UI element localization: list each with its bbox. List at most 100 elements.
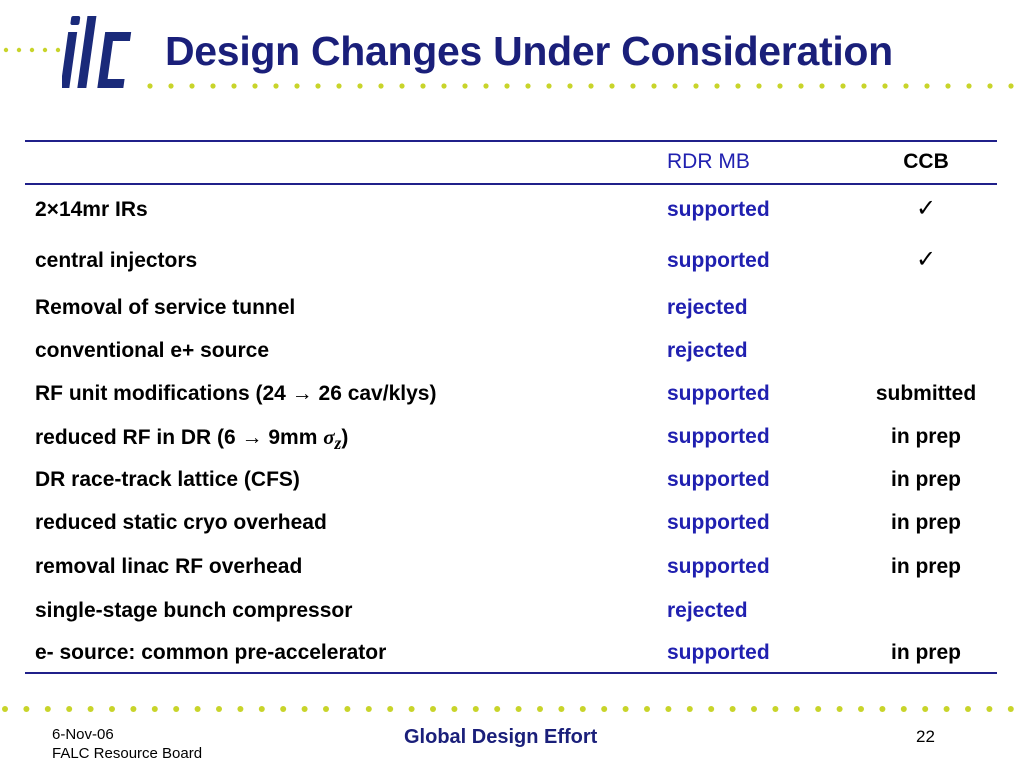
decorative-dot: [387, 706, 394, 712]
col-header-rdr-mb: RDR MB: [667, 150, 750, 173]
decorative-dot: [686, 706, 693, 712]
sigma-subscript: z: [334, 433, 342, 454]
decorative-dot: [315, 83, 321, 89]
table-top-rule: [25, 140, 997, 142]
decorative-dot: [483, 83, 489, 89]
decorative-dot: [109, 706, 115, 712]
decorative-dot: [879, 706, 886, 712]
decorative-dot: [714, 83, 720, 89]
change-cell: 2×14mr IRs: [35, 198, 148, 221]
decorative-dot: [231, 83, 237, 89]
decorative-dot: [798, 83, 804, 89]
change-cell: reduced static cryo overhead: [35, 511, 327, 534]
decorative-dot: [987, 83, 993, 89]
decorative-dot: [420, 83, 426, 89]
col-header-ccb: CCB: [903, 150, 949, 173]
decorative-dot: [900, 706, 907, 712]
change-cell: removal linac RF overhead: [35, 555, 303, 578]
decorative-dot: [579, 706, 586, 712]
decorative-dot: [472, 706, 479, 712]
decorative-dot: [665, 706, 672, 712]
decorative-dot: [819, 83, 825, 89]
footer-date: 6-Nov-06: [52, 726, 114, 743]
decorative-dot: [2, 706, 8, 712]
decorative-dot: [323, 706, 329, 712]
decorative-dot: [986, 706, 993, 712]
table-bottom-rule: [25, 672, 997, 674]
decorative-dot: [87, 706, 94, 712]
decorative-dot: [16, 47, 22, 53]
decorative-dot: [708, 706, 715, 712]
decorative-dot: [357, 83, 363, 89]
decorative-dot: [336, 83, 342, 89]
page-number: 22: [916, 727, 935, 746]
ccb-cell: in prep: [890, 555, 961, 578]
ccb-cell: in prep: [890, 511, 961, 534]
decorative-dot: [756, 83, 762, 89]
table-header-row: RDR MB CCB: [25, 150, 997, 180]
decorative-dot: [945, 83, 951, 89]
table-row: reduced RF in DR (6 → 9mm σz) supported …: [25, 425, 997, 455]
rdr-mb-cell: supported: [667, 641, 770, 664]
decorative-dot: [365, 706, 372, 712]
decorative-dot: [273, 83, 279, 89]
rdr-mb-cell: supported: [667, 511, 770, 534]
decorative-dot: [735, 83, 741, 89]
decorative-dot: [965, 706, 971, 712]
decorative-dot: [861, 83, 867, 89]
decorative-dot: [504, 83, 510, 89]
decorative-dots-top: [3, 47, 1014, 89]
table-row: conventional e+ source rejected: [25, 339, 997, 369]
change-cell: DR race-track lattice (CFS): [35, 468, 300, 491]
decorative-dot: [772, 706, 779, 712]
change-cell: central injectors: [35, 249, 198, 272]
decorative-dot: [378, 83, 384, 89]
decorative-dots-bottom: [2, 706, 1014, 712]
rdr-mb-cell: supported: [667, 249, 770, 272]
table-row: DR race-track lattice (CFS) supported in…: [25, 468, 997, 498]
decorative-dot: [840, 83, 846, 89]
table-row: reduced static cryo overhead supported i…: [25, 511, 997, 541]
footer-left: 6-Nov-06 FALC Resource Board: [52, 725, 202, 763]
footer-center-label: Global Design Effort: [404, 726, 598, 748]
decorative-dot: [55, 47, 61, 53]
decorative-dot: [729, 706, 736, 712]
decorative-dot: [601, 706, 608, 712]
decorative-dot: [922, 706, 929, 712]
rdr-mb-cell: supported: [667, 425, 770, 448]
decorative-dot: [252, 83, 258, 89]
decorative-dot: [168, 83, 174, 89]
footer-board: FALC Resource Board: [52, 745, 203, 762]
ilc-logo: ilc: [62, 16, 132, 88]
decorative-dot: [130, 706, 137, 712]
rdr-mb-cell: supported: [667, 382, 770, 405]
rdr-mb-cell: rejected: [667, 339, 748, 362]
decorative-dot: [515, 706, 522, 712]
decorative-dot: [44, 706, 51, 712]
table-row: 2×14mr IRs supported ✓: [25, 194, 997, 228]
change-cell: e- source: common pre-accelerator: [35, 641, 387, 664]
decorative-dot: [943, 706, 950, 712]
decorative-dot: [1008, 83, 1014, 89]
decorative-dot: [793, 706, 800, 712]
decorative-dot: [903, 83, 909, 89]
decorative-dot: [23, 706, 30, 712]
ccb-cell: in prep: [890, 425, 961, 448]
decorative-dot: [558, 706, 565, 712]
decorative-dot: [494, 706, 501, 712]
decorative-dot: [66, 706, 73, 712]
decorative-dot: [815, 706, 822, 712]
ccb-cell: in prep: [890, 468, 961, 491]
decorative-dot: [258, 706, 265, 712]
decorative-dot: [651, 83, 657, 89]
decorative-dot: [210, 83, 216, 89]
checkmark-icon: ✓: [915, 245, 937, 273]
decorative-dot: [3, 47, 9, 53]
decorative-dot: [441, 83, 447, 89]
rdr-mb-cell: rejected: [667, 599, 748, 622]
checkmark-icon: ✓: [915, 194, 937, 222]
decorative-dot: [672, 83, 678, 89]
decorative-dot: [408, 706, 415, 712]
decorative-dot: [194, 706, 201, 712]
decorative-dot: [537, 706, 543, 712]
